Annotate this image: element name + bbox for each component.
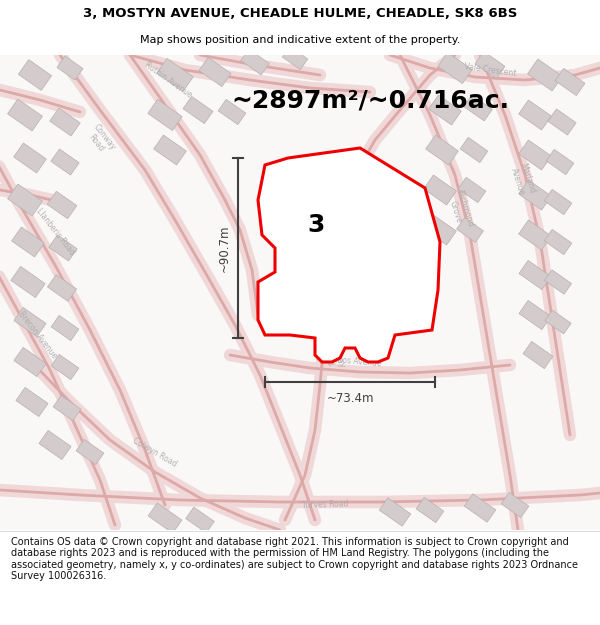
Bar xyxy=(379,498,411,526)
Text: ~73.4m: ~73.4m xyxy=(326,391,374,404)
Bar xyxy=(518,180,551,210)
Bar xyxy=(14,348,46,377)
Text: Marland
Avenue: Marland Avenue xyxy=(509,162,537,198)
Bar xyxy=(428,95,461,125)
Text: 3: 3 xyxy=(307,213,325,237)
Bar xyxy=(148,503,182,533)
Bar xyxy=(183,96,213,124)
Bar xyxy=(218,99,246,124)
Bar xyxy=(199,58,231,87)
Bar xyxy=(57,56,83,80)
Text: ~90.7m: ~90.7m xyxy=(218,224,230,272)
Bar xyxy=(523,341,553,369)
Bar xyxy=(14,308,46,337)
Bar xyxy=(53,396,81,421)
Bar xyxy=(19,59,52,91)
Bar xyxy=(519,261,551,289)
Bar xyxy=(457,217,484,242)
Bar xyxy=(373,237,407,268)
Bar xyxy=(438,52,472,84)
Bar xyxy=(51,149,79,175)
Bar xyxy=(47,191,77,219)
Bar xyxy=(475,51,505,79)
Bar xyxy=(544,189,572,214)
Text: 3, MOSTYN AVENUE, CHEADLE HULME, CHEADLE, SK8 6BS: 3, MOSTYN AVENUE, CHEADLE HULME, CHEADLE… xyxy=(83,8,517,20)
Bar xyxy=(186,507,214,533)
Bar xyxy=(355,296,385,324)
Bar xyxy=(51,354,79,379)
Bar xyxy=(11,227,44,257)
Text: Llanberis Road: Llanberis Road xyxy=(34,207,76,257)
Bar xyxy=(460,138,488,162)
Text: Map shows position and indicative extent of the property.: Map shows position and indicative extent… xyxy=(140,34,460,44)
Bar xyxy=(519,301,551,329)
Text: Conway
Road: Conway Road xyxy=(83,122,117,158)
Bar xyxy=(464,494,496,522)
Bar xyxy=(424,175,457,205)
Text: Brecon Avenue: Brecon Avenue xyxy=(17,310,59,360)
Text: Conway
Road: Conway Road xyxy=(318,338,346,372)
Text: ~2897m²/~0.716ac.: ~2897m²/~0.716ac. xyxy=(231,88,509,112)
Text: Vale Crescent: Vale Crescent xyxy=(463,62,517,78)
Text: Colwyn Road: Colwyn Road xyxy=(131,436,179,468)
Bar xyxy=(317,279,352,311)
Bar xyxy=(335,217,374,253)
Bar xyxy=(50,108,80,136)
Bar xyxy=(11,266,45,298)
Bar xyxy=(8,99,43,131)
Bar xyxy=(424,215,457,245)
Text: Rhos Avenue: Rhos Avenue xyxy=(332,356,382,369)
Bar xyxy=(518,100,551,130)
Bar xyxy=(425,135,458,165)
Bar xyxy=(14,143,46,173)
Bar xyxy=(527,59,562,91)
Polygon shape xyxy=(258,148,440,362)
Bar xyxy=(47,274,77,301)
Bar xyxy=(544,229,572,254)
Bar xyxy=(416,498,444,522)
Text: Turves Road: Turves Road xyxy=(302,500,349,510)
Bar xyxy=(241,49,269,75)
Bar xyxy=(39,431,71,459)
Bar xyxy=(148,99,182,131)
Bar xyxy=(546,149,574,174)
Bar xyxy=(16,388,48,417)
Bar xyxy=(518,220,551,250)
Bar xyxy=(157,59,193,91)
Bar xyxy=(544,270,572,294)
Bar xyxy=(464,95,492,121)
Bar xyxy=(555,68,585,96)
Bar xyxy=(458,177,486,202)
Bar xyxy=(501,492,529,518)
Bar xyxy=(51,316,79,341)
Text: Richmond
Grove: Richmond Grove xyxy=(445,189,475,231)
Bar xyxy=(154,135,187,165)
Bar xyxy=(49,235,77,261)
Bar xyxy=(548,109,576,135)
Bar xyxy=(282,46,308,69)
Bar xyxy=(76,439,104,464)
Bar xyxy=(518,140,551,170)
Text: Ruthin Avenue: Ruthin Avenue xyxy=(143,61,193,99)
Bar xyxy=(545,310,571,334)
Text: Contains OS data © Crown copyright and database right 2021. This information is : Contains OS data © Crown copyright and d… xyxy=(11,537,578,581)
Bar xyxy=(8,184,43,216)
